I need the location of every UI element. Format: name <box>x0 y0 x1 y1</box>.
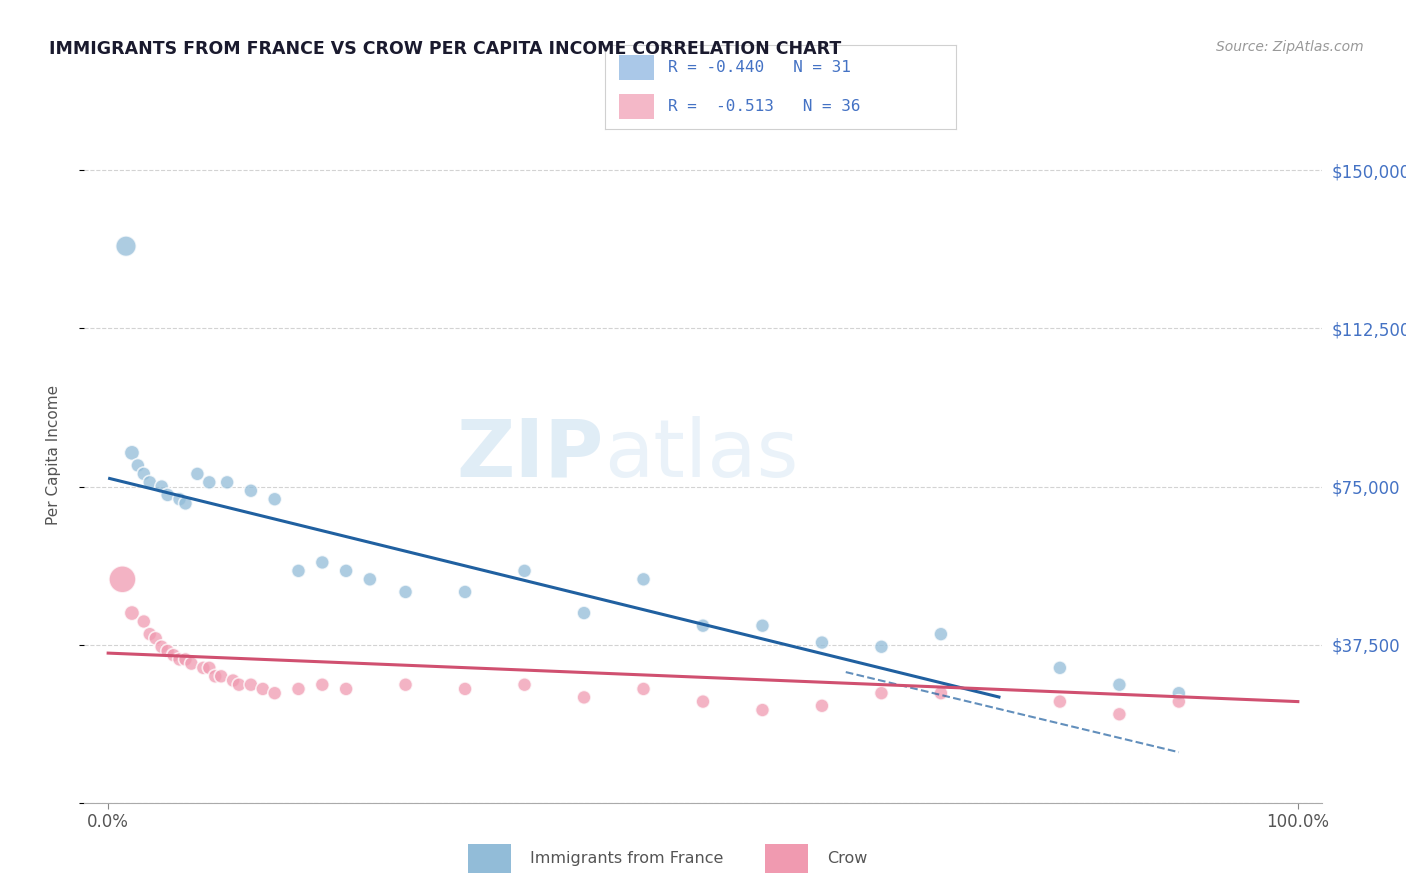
Point <box>174 652 197 666</box>
Text: IMMIGRANTS FROM FRANCE VS CROW PER CAPITA INCOME CORRELATION CHART: IMMIGRANTS FROM FRANCE VS CROW PER CAPIT… <box>49 40 841 58</box>
Point <box>162 648 184 663</box>
Point <box>692 695 714 709</box>
Point <box>139 627 162 641</box>
Point <box>127 458 149 473</box>
Point <box>751 703 773 717</box>
Point <box>870 686 893 700</box>
Text: ZIP: ZIP <box>457 416 605 494</box>
Point <box>156 644 179 658</box>
Text: R =  -0.513   N = 36: R = -0.513 N = 36 <box>668 99 860 114</box>
Point <box>198 661 221 675</box>
Point <box>222 673 245 688</box>
Point <box>204 669 226 683</box>
Point <box>263 686 285 700</box>
Point <box>263 492 285 507</box>
Point <box>252 681 274 696</box>
Point <box>132 467 155 481</box>
Point <box>572 690 595 705</box>
Point <box>139 475 162 490</box>
Point <box>929 686 952 700</box>
Point <box>132 615 155 629</box>
Point <box>174 496 197 510</box>
Point <box>633 572 655 586</box>
Point <box>169 492 191 507</box>
Text: Crow: Crow <box>827 851 868 866</box>
Text: Source: ZipAtlas.com: Source: ZipAtlas.com <box>1216 40 1364 54</box>
Point <box>335 681 357 696</box>
Point <box>311 678 333 692</box>
Point <box>929 627 952 641</box>
Point <box>811 698 834 713</box>
Point <box>811 635 834 649</box>
Point <box>513 564 536 578</box>
Point <box>335 564 357 578</box>
Point <box>1049 695 1071 709</box>
Point <box>115 239 138 253</box>
Point <box>169 652 191 666</box>
Point <box>1049 661 1071 675</box>
Point <box>454 585 477 599</box>
Point <box>454 681 477 696</box>
Bar <box>619 94 654 120</box>
Point <box>150 479 173 493</box>
Point <box>287 681 309 696</box>
Point <box>180 657 202 671</box>
Point <box>121 606 143 620</box>
Point <box>217 475 239 490</box>
Point <box>1167 686 1189 700</box>
Point <box>311 556 333 570</box>
Point <box>1108 707 1130 722</box>
Text: atlas: atlas <box>605 416 799 494</box>
Point <box>1108 678 1130 692</box>
Bar <box>619 54 654 80</box>
Point <box>394 585 416 599</box>
Point <box>513 678 536 692</box>
Point <box>186 467 208 481</box>
Y-axis label: Per Capita Income: Per Capita Income <box>46 384 60 525</box>
Point <box>150 640 173 654</box>
Point <box>209 669 232 683</box>
Point <box>751 618 773 632</box>
Point <box>633 681 655 696</box>
Point <box>692 618 714 632</box>
Point <box>394 678 416 692</box>
Point <box>1167 695 1189 709</box>
Point <box>145 632 167 646</box>
Point <box>572 606 595 620</box>
Point <box>287 564 309 578</box>
Point <box>870 640 893 654</box>
Point <box>359 572 381 586</box>
Point <box>111 572 134 586</box>
Point <box>239 678 262 692</box>
Point <box>239 483 262 498</box>
Point <box>193 661 215 675</box>
Point <box>121 446 143 460</box>
Point <box>156 488 179 502</box>
Point <box>198 475 221 490</box>
Text: R = -0.440   N = 31: R = -0.440 N = 31 <box>668 60 851 75</box>
Bar <box>765 844 808 873</box>
Bar <box>468 844 512 873</box>
Point <box>228 678 250 692</box>
Text: Immigrants from France: Immigrants from France <box>530 851 723 866</box>
